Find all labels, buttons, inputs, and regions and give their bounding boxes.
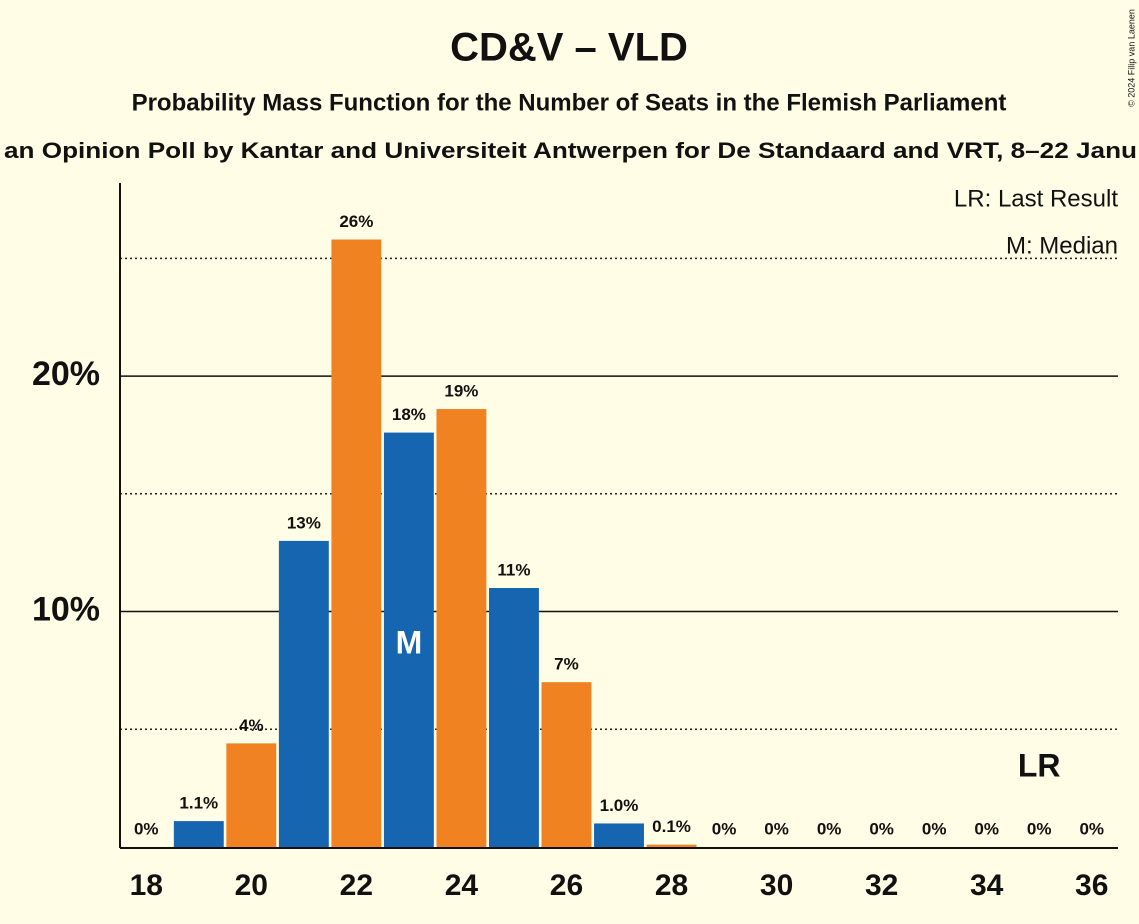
value-label: 0% <box>869 819 894 838</box>
chart-title: CD&V – VLD <box>450 26 688 70</box>
x-tick-label: 22 <box>340 869 373 902</box>
value-label: 11% <box>497 560 530 579</box>
bar <box>278 540 329 847</box>
value-label: 13% <box>287 513 321 532</box>
value-label: 4% <box>239 716 264 735</box>
value-label: 0% <box>134 819 159 838</box>
bar <box>331 239 382 848</box>
chart-subtitle: Probability Mass Function for the Number… <box>132 89 1007 116</box>
value-label: 1.1% <box>179 794 218 813</box>
value-label: 0.1% <box>652 817 691 836</box>
y-tick-label: 20% <box>32 355 100 393</box>
value-label: 26% <box>339 212 373 231</box>
x-tick-label: 18 <box>130 869 163 902</box>
x-tick-label: 26 <box>550 869 583 902</box>
bar <box>488 587 539 847</box>
value-label: 0% <box>1027 819 1052 838</box>
bar <box>226 743 277 847</box>
copyright: © 2024 Filip van Laenen <box>1126 9 1136 107</box>
value-label: 19% <box>444 382 478 401</box>
value-label: 1.0% <box>600 796 639 815</box>
bar <box>173 821 224 847</box>
x-tick-label: 32 <box>865 869 898 902</box>
bar <box>646 844 697 847</box>
legend-entry: LR: Last Result <box>954 185 1118 212</box>
bar <box>436 409 487 847</box>
value-label: 0% <box>764 819 789 838</box>
y-tick-label: 10% <box>32 591 100 629</box>
value-label: 0% <box>974 819 999 838</box>
x-tick-label: 36 <box>1075 869 1108 902</box>
bar <box>541 682 592 847</box>
legend-entry: M: Median <box>1006 232 1118 259</box>
value-label: 7% <box>554 655 579 674</box>
value-label: 0% <box>1079 819 1104 838</box>
x-tick-label: 24 <box>445 869 479 902</box>
bar <box>383 432 434 847</box>
x-tick-label: 28 <box>655 869 688 902</box>
x-tick-label: 20 <box>235 869 268 902</box>
value-label: 0% <box>817 819 842 838</box>
bar <box>594 823 644 847</box>
value-label: 18% <box>392 405 426 424</box>
value-label: 0% <box>922 819 947 838</box>
value-label: 0% <box>712 819 737 838</box>
x-tick-label: 34 <box>970 869 1004 902</box>
chart-subtitle: an Opinion Poll by Kantar and Universite… <box>4 138 1137 163</box>
median-marker: M <box>396 624 423 660</box>
x-tick-label: 30 <box>760 869 793 902</box>
last-result-marker: LR <box>1018 747 1061 783</box>
